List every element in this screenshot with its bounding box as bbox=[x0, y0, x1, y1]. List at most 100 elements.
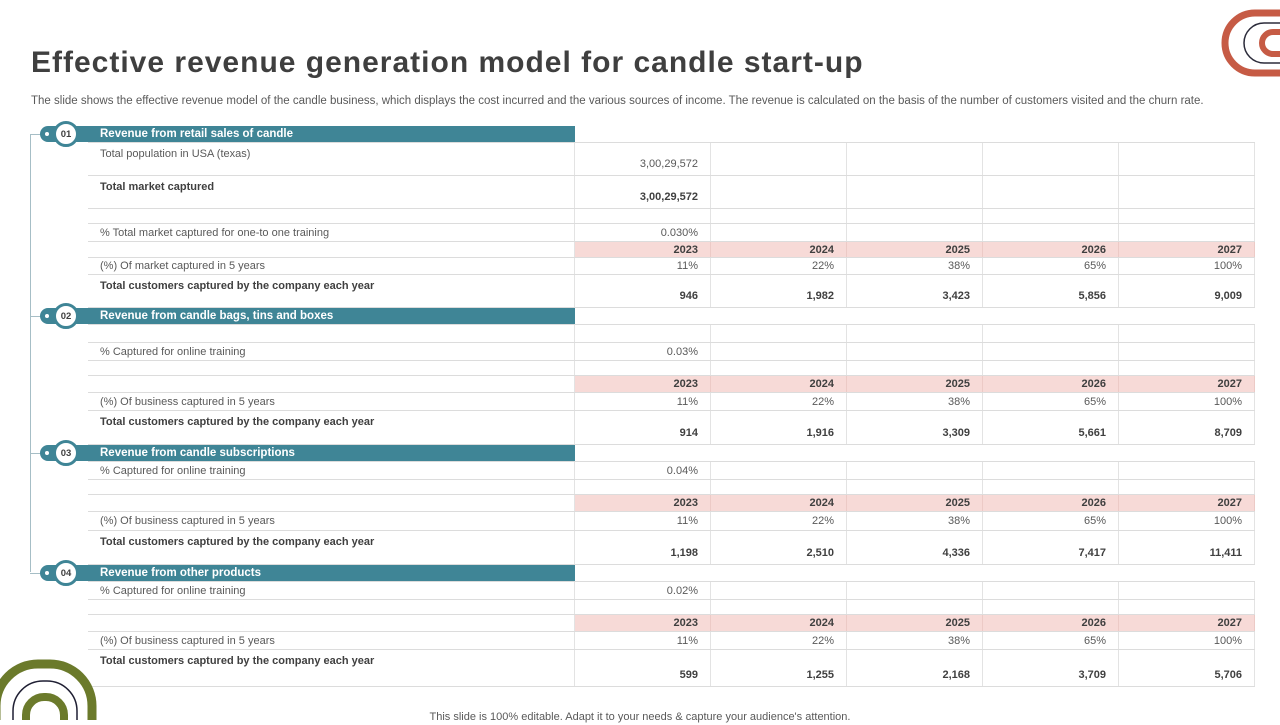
empty-value-cell bbox=[575, 480, 711, 494]
empty-value-cell bbox=[575, 209, 711, 223]
table-row: 2023 2024 2025 2026 2027 bbox=[88, 495, 1255, 512]
year-header-cell: 2027 bbox=[1119, 242, 1255, 257]
year-row-label-cell bbox=[88, 615, 575, 631]
value-cell: 65% bbox=[983, 632, 1119, 649]
value-cell bbox=[983, 343, 1119, 360]
value-cell: 22% bbox=[711, 393, 847, 410]
value-cell: 5,706 bbox=[1119, 650, 1255, 686]
value-cell bbox=[847, 582, 983, 599]
section-title: Revenue from retail sales of candle bbox=[88, 126, 575, 142]
value-cell: 3,309 bbox=[847, 411, 983, 444]
value-cell: 0.04% bbox=[575, 462, 711, 479]
value-cell bbox=[1119, 224, 1255, 241]
table-row: % Captured for online training 0.03% bbox=[88, 343, 1255, 361]
row-label: % Captured for online training bbox=[88, 582, 575, 599]
row-label: Total customers captured by the company … bbox=[88, 531, 575, 564]
value-cell: 5,856 bbox=[983, 275, 1119, 307]
empty-value-cell bbox=[847, 480, 983, 494]
section-header-row: 03 Revenue from candle subscriptions bbox=[30, 440, 1255, 466]
value-cell: 1,982 bbox=[711, 275, 847, 307]
value-cell: 599 bbox=[575, 650, 711, 686]
table-row: Total customers captured by the company … bbox=[88, 275, 1255, 308]
year-header-cell: 2026 bbox=[983, 615, 1119, 631]
row-label: (%) Of business captured in 5 years bbox=[88, 393, 575, 410]
value-cell: 0.03% bbox=[575, 343, 711, 360]
table-row: 2023 2024 2025 2026 2027 bbox=[88, 242, 1255, 258]
table-row: Total market captured 3,00,29,572 bbox=[88, 176, 1255, 209]
section-row-filler bbox=[575, 445, 1255, 461]
year-header-cell: 2026 bbox=[983, 495, 1119, 511]
table-row bbox=[88, 325, 1255, 343]
empty-value-cell bbox=[711, 209, 847, 223]
year-header-cell: 2027 bbox=[1119, 495, 1255, 511]
table-row: % Captured for online training 0.02% bbox=[88, 582, 1255, 600]
value-cell bbox=[1119, 462, 1255, 479]
value-cell: 11% bbox=[575, 393, 711, 410]
empty-label-cell bbox=[88, 480, 575, 494]
empty-value-cell bbox=[847, 600, 983, 614]
table-row bbox=[88, 209, 1255, 224]
empty-value-cell bbox=[711, 600, 847, 614]
year-header-cell: 2023 bbox=[575, 376, 711, 392]
value-cell: 1,916 bbox=[711, 411, 847, 444]
empty-value-cell bbox=[983, 480, 1119, 494]
value-cell: 0.02% bbox=[575, 582, 711, 599]
year-header-cell: 2023 bbox=[575, 242, 711, 257]
value-cell: 22% bbox=[711, 632, 847, 649]
value-cell bbox=[711, 143, 847, 175]
value-cell: 38% bbox=[847, 258, 983, 274]
value-cell: 22% bbox=[711, 258, 847, 274]
pill-dot-icon bbox=[45, 571, 49, 575]
year-header-cell: 2025 bbox=[847, 615, 983, 631]
empty-value-cell bbox=[983, 600, 1119, 614]
editable-note: This slide is 100% editable. Adapt it to… bbox=[429, 711, 851, 723]
section-connector-rail bbox=[30, 134, 31, 572]
value-cell bbox=[1119, 343, 1255, 360]
table-row: (%) Of business captured in 5 years 11% 22… bbox=[88, 632, 1255, 650]
year-header-cell: 2024 bbox=[711, 615, 847, 631]
value-cell: 65% bbox=[983, 258, 1119, 274]
empty-label-cell bbox=[88, 361, 575, 375]
value-cell: 38% bbox=[847, 632, 983, 649]
rail-connector-line bbox=[30, 453, 41, 454]
section-title: Revenue from candle bags, tins and boxes bbox=[88, 308, 575, 324]
value-cell: 65% bbox=[983, 393, 1119, 410]
table-row bbox=[88, 361, 1255, 376]
rail-connector-line bbox=[30, 316, 41, 317]
value-cell bbox=[847, 343, 983, 360]
value-cell bbox=[1119, 143, 1255, 175]
table-row: (%) Of business captured in 5 years 11% 22… bbox=[88, 393, 1255, 411]
section-title: Revenue from candle subscriptions bbox=[88, 445, 575, 461]
year-header-cell: 2027 bbox=[1119, 376, 1255, 392]
row-label: Total population in USA (texas) bbox=[88, 143, 575, 175]
value-cell: 11,411 bbox=[1119, 531, 1255, 564]
value-cell: 65% bbox=[983, 512, 1119, 530]
empty-value-cell bbox=[1119, 480, 1255, 494]
section-title: Revenue from other products bbox=[88, 565, 575, 581]
value-cell: 1,255 bbox=[711, 650, 847, 686]
value-cell bbox=[711, 343, 847, 360]
table-row bbox=[88, 480, 1255, 495]
value-cell bbox=[1119, 582, 1255, 599]
table-row: Total customers captured by the company … bbox=[88, 531, 1255, 565]
year-header-cell: 2026 bbox=[983, 242, 1119, 257]
year-header-cell: 2027 bbox=[1119, 615, 1255, 631]
year-row-label-cell bbox=[88, 242, 575, 257]
value-cell bbox=[711, 224, 847, 241]
value-cell: 11% bbox=[575, 258, 711, 274]
value-cell bbox=[711, 176, 847, 208]
value-cell: 22% bbox=[711, 512, 847, 530]
row-label: % Captured for online training bbox=[88, 462, 575, 479]
year-header-cell: 2024 bbox=[711, 242, 847, 257]
value-cell bbox=[983, 582, 1119, 599]
empty-value-cell bbox=[575, 325, 711, 342]
page-title: Effective revenue generation model for c… bbox=[31, 46, 864, 80]
value-cell: 0.030% bbox=[575, 224, 711, 241]
value-cell bbox=[847, 462, 983, 479]
row-label: % Total market captured for one-to one t… bbox=[88, 224, 575, 241]
empty-label-cell bbox=[88, 209, 575, 223]
value-cell: 100% bbox=[1119, 512, 1255, 530]
value-cell: 38% bbox=[847, 393, 983, 410]
value-cell: 100% bbox=[1119, 393, 1255, 410]
empty-value-cell bbox=[711, 361, 847, 375]
